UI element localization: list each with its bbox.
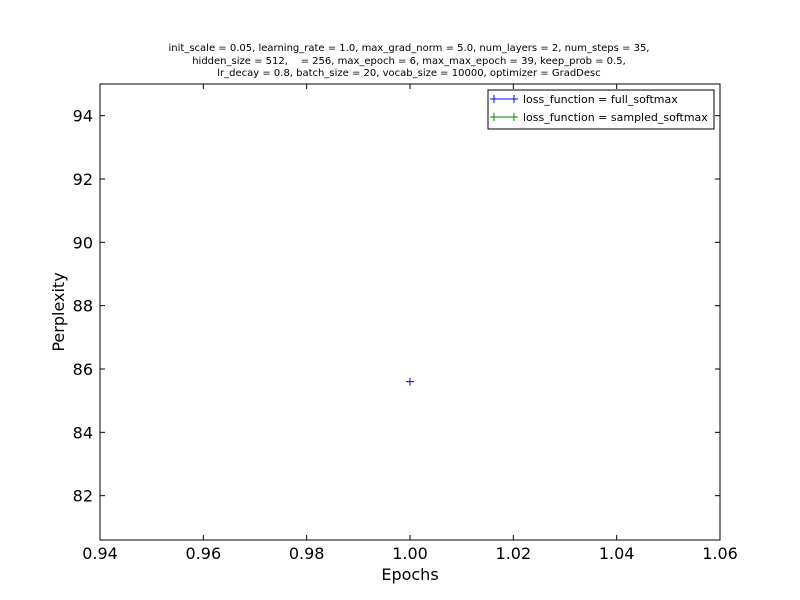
- legend-item: loss_function = sampled_softmax: [490, 111, 708, 124]
- x-tick-label: 0.94: [82, 544, 118, 563]
- legend-label: loss_function = sampled_softmax: [523, 111, 708, 124]
- x-tick-label: 0.98: [289, 544, 325, 563]
- legend-item: loss_function = full_softmax: [490, 93, 678, 106]
- y-tick-label: 82: [73, 487, 93, 506]
- legend-box: [487, 89, 715, 130]
- x-tick-label: 1.04: [599, 544, 635, 563]
- chart-title-line-1: init_scale = 0.05, learning_rate = 1.0, …: [168, 43, 650, 54]
- y-tick-label: 88: [73, 297, 93, 316]
- chart-title-line-3: lr_decay = 0.8, batch_size = 20, vocab_s…: [217, 68, 601, 79]
- legend-marker: [510, 113, 518, 121]
- chart-title-line-2: hidden_size = 512, = 256, max_epoch = 6,…: [192, 55, 626, 67]
- y-tick-label: 90: [73, 233, 93, 252]
- x-axis-title: Epochs: [381, 565, 438, 584]
- legend-marker: [490, 113, 498, 121]
- plot-area: [99, 83, 721, 541]
- data-point: [406, 377, 414, 386]
- legend-marker: [510, 95, 518, 103]
- y-tick-label: 86: [73, 360, 93, 379]
- y-tick-label: 84: [73, 423, 93, 442]
- x-tick-label: 1.02: [496, 544, 532, 563]
- y-tick-label: 92: [73, 170, 93, 189]
- legend: loss_function = full_softmax loss_functio…: [487, 89, 715, 130]
- legend-label: loss_function = full_softmax: [523, 93, 678, 106]
- x-tick-label: 0.96: [186, 544, 222, 563]
- legend-marker: [490, 95, 498, 103]
- y-tick-label: 94: [73, 107, 93, 126]
- y-axis-title: Perplexity: [49, 272, 68, 351]
- x-tick-label: 1.00: [392, 544, 428, 563]
- x-tick-label: 1.06: [702, 544, 738, 563]
